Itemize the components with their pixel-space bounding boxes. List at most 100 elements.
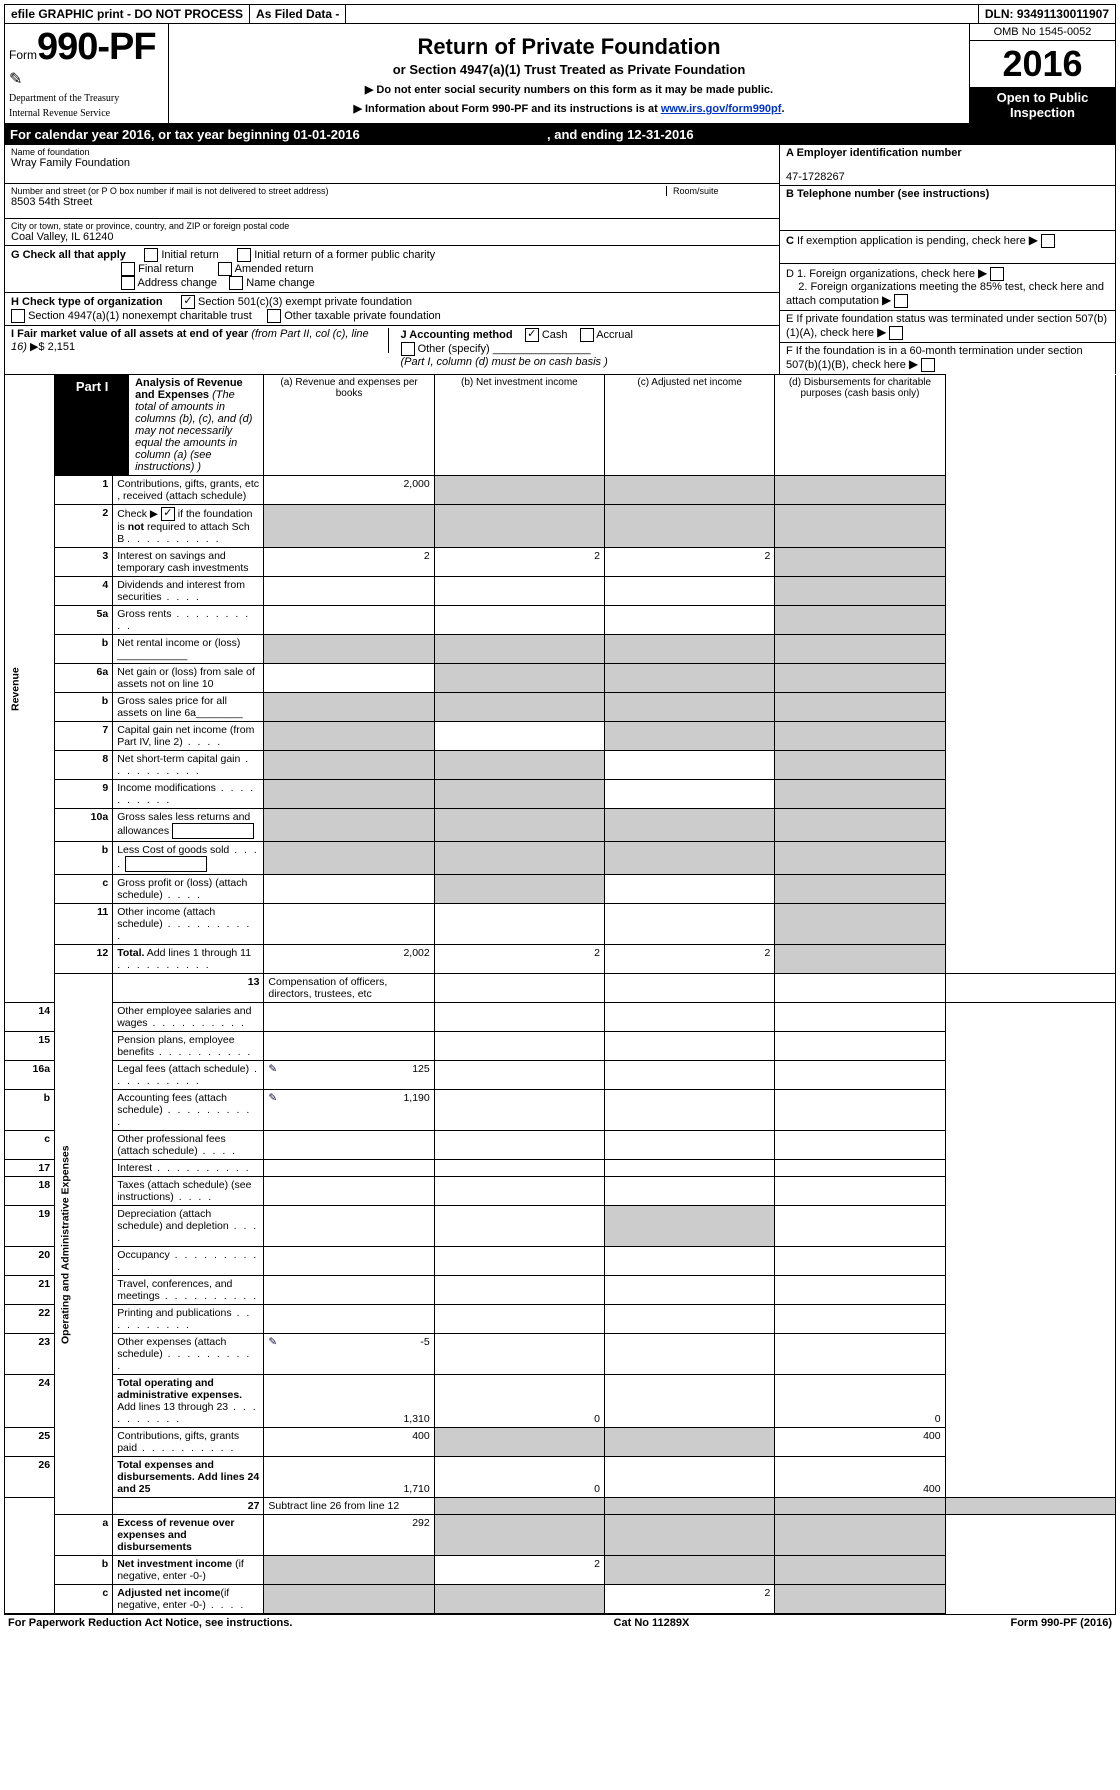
asfiled-label: As Filed Data - <box>250 5 346 23</box>
row-3: 3Interest on savings and temporary cash … <box>5 548 1116 577</box>
opt-amended: Amended return <box>235 263 314 275</box>
opt-final: Final return <box>138 263 194 275</box>
check-amended[interactable] <box>218 262 232 276</box>
part1-table: Revenue Part I Analysis of Revenue and E… <box>4 374 1116 1614</box>
check-addrchange[interactable] <box>121 276 135 290</box>
efile-label: efile GRAPHIC print - DO NOT PROCESS <box>5 5 250 23</box>
row-19: 19Depreciation (attach schedule) and dep… <box>5 1206 1116 1247</box>
room-label: Room/suite <box>673 186 773 196</box>
footer-left: For Paperwork Reduction Act Notice, see … <box>8 1617 292 1629</box>
G-label: G Check all that apply <box>11 249 126 261</box>
I-arrow: ▶$ <box>30 341 45 353</box>
form-title: Return of Private Foundation <box>175 34 963 60</box>
form-prefix: Form <box>9 48 37 62</box>
foundation-name-cell: Name of foundation Wray Family Foundatio… <box>5 145 779 184</box>
header-center: Return of Private Foundation or Section … <box>169 24 969 123</box>
check-F[interactable] <box>921 358 935 372</box>
row-12: 12Total. Add lines 1 through 112,00222 <box>5 945 1116 974</box>
col-a-header: (a) Revenue and expenses per books <box>264 375 434 476</box>
check-other-tax[interactable] <box>267 309 281 323</box>
row-15: 15Pension plans, employee benefits <box>5 1032 1116 1061</box>
row-22: 22Printing and publications <box>5 1305 1116 1334</box>
calyear-end: , and ending 12-31-2016 <box>547 127 694 142</box>
H-row: H Check type of organization ✓ Section 5… <box>5 293 779 326</box>
check-C[interactable] <box>1041 234 1055 248</box>
E-cell: E If private foundation status was termi… <box>780 311 1115 343</box>
row-10a: 10aGross sales less returns and allowanc… <box>5 809 1116 842</box>
row-6b: bGross sales price for all assets on lin… <box>5 693 1116 722</box>
A-cell: A Employer identification number 47-1728… <box>780 145 1115 186</box>
city-value: Coal Valley, IL 61240 <box>11 231 773 243</box>
row-2: 2Check ▶ ✓ if the foundation is not requ… <box>5 505 1116 548</box>
col-d-header: (d) Disbursements for charitable purpose… <box>775 375 945 476</box>
H-label: H Check type of organization <box>11 296 163 308</box>
top-spacer <box>346 5 979 23</box>
irs-link[interactable]: www.irs.gov/form990pf <box>661 103 782 115</box>
check-D1[interactable] <box>990 267 1004 281</box>
info-left: Name of foundation Wray Family Foundatio… <box>5 145 780 374</box>
opt-initial-former: Initial return of a former public charit… <box>254 249 435 261</box>
city-label: City or town, state or province, country… <box>11 221 773 231</box>
check-accrual[interactable] <box>580 328 594 342</box>
row-10b: bLess Cost of goods sold <box>5 842 1116 875</box>
G-row: G Check all that apply Initial return In… <box>5 246 779 293</box>
tax-year: 2016 <box>970 41 1115 87</box>
check-4947[interactable] <box>11 309 25 323</box>
check-initial-former[interactable] <box>237 248 251 262</box>
treasury2: Internal Revenue Service <box>9 108 164 119</box>
part1-note: (The total of amounts in columns (b), (c… <box>135 389 252 473</box>
row-5b: bNet rental income or (loss) ___________… <box>5 635 1116 664</box>
note2-prefix: ▶ Information about Form 990-PF and its … <box>353 103 660 115</box>
opt-4947: Section 4947(a)(1) nonexempt charitable … <box>28 310 252 322</box>
header-right: OMB No 1545-0052 2016 Open to Public Ins… <box>969 24 1115 123</box>
opt-other-tax: Other taxable private foundation <box>284 310 441 322</box>
opt-namechange: Name change <box>246 277 315 289</box>
opt-initial: Initial return <box>161 249 218 261</box>
D-cell: D 1. Foreign organizations, check here ▶… <box>780 264 1115 311</box>
row-14: 14Other employee salaries and wages <box>5 1003 1116 1032</box>
J-label: J Accounting method <box>401 329 513 341</box>
address-cell: Number and street (or P O box number if … <box>5 184 779 219</box>
row-21: 21Travel, conferences, and meetings <box>5 1276 1116 1305</box>
check-D2[interactable] <box>894 294 908 308</box>
part1-label: Part I <box>55 375 129 475</box>
form-subtitle: or Section 4947(a)(1) Trust Treated as P… <box>175 62 963 77</box>
row-16a: 16aLegal fees (attach schedule)✎125 <box>5 1061 1116 1090</box>
check-E[interactable] <box>889 326 903 340</box>
row-27c: cAdjusted net income(if negative, enter … <box>5 1585 1116 1614</box>
check-cash[interactable]: ✓ <box>525 328 539 342</box>
form-note1: ▶ Do not enter social security numbers o… <box>175 83 963 96</box>
check-501c3[interactable]: ✓ <box>181 295 195 309</box>
F-cell: F If the foundation is in a 60-month ter… <box>780 343 1115 374</box>
row-16b: bAccounting fees (attach schedule)✎1,190 <box>5 1090 1116 1131</box>
footer-mid: Cat No 11289X <box>614 1617 690 1629</box>
row-5a: 5aGross rents <box>5 606 1116 635</box>
dln: DLN: 93491130011907 <box>979 5 1115 23</box>
row-13: Operating and Administrative Expenses13C… <box>5 974 1116 1003</box>
B-label: B Telephone number (see instructions) <box>786 188 989 200</box>
row-25: 25Contributions, gifts, grants paid40040… <box>5 1428 1116 1457</box>
revenue-side-label: Revenue <box>5 375 55 1003</box>
J-note: (Part I, column (d) must be on cash basi… <box>401 356 608 368</box>
D2-label: 2. Foreign organizations meeting the 85%… <box>786 281 1104 307</box>
street-address: 8503 54th Street <box>11 196 658 208</box>
row-18: 18Taxes (attach schedule) (see instructi… <box>5 1177 1116 1206</box>
expenses-side-label: Operating and Administrative Expenses <box>55 974 113 1515</box>
check-other-method[interactable] <box>401 342 415 356</box>
row-11: 11Other income (attach schedule) <box>5 904 1116 945</box>
form-header: Form990-PF ✎ Department of the Treasury … <box>4 24 1116 124</box>
D1-label: D 1. Foreign organizations, check here <box>786 268 975 280</box>
row-20: 20Occupancy <box>5 1247 1116 1276</box>
row-27a: aExcess of revenue over expenses and dis… <box>5 1515 1116 1556</box>
check-namechange[interactable] <box>229 276 243 290</box>
I-label1: I Fair market value of all assets at end… <box>11 328 251 340</box>
row-8: 8Net short-term capital gain <box>5 751 1116 780</box>
row-23: 23Other expenses (attach schedule)✎-5 <box>5 1334 1116 1375</box>
info-right: A Employer identification number 47-1728… <box>780 145 1115 374</box>
col-b-header: (b) Net investment income <box>434 375 604 476</box>
row-26: 26Total expenses and disbursements. Add … <box>5 1457 1116 1498</box>
check-final[interactable] <box>121 262 135 276</box>
part1-desc: Analysis of Revenue and Expenses (The to… <box>129 375 263 475</box>
row-4: 4Dividends and interest from securities <box>5 577 1116 606</box>
check-initial[interactable] <box>144 248 158 262</box>
